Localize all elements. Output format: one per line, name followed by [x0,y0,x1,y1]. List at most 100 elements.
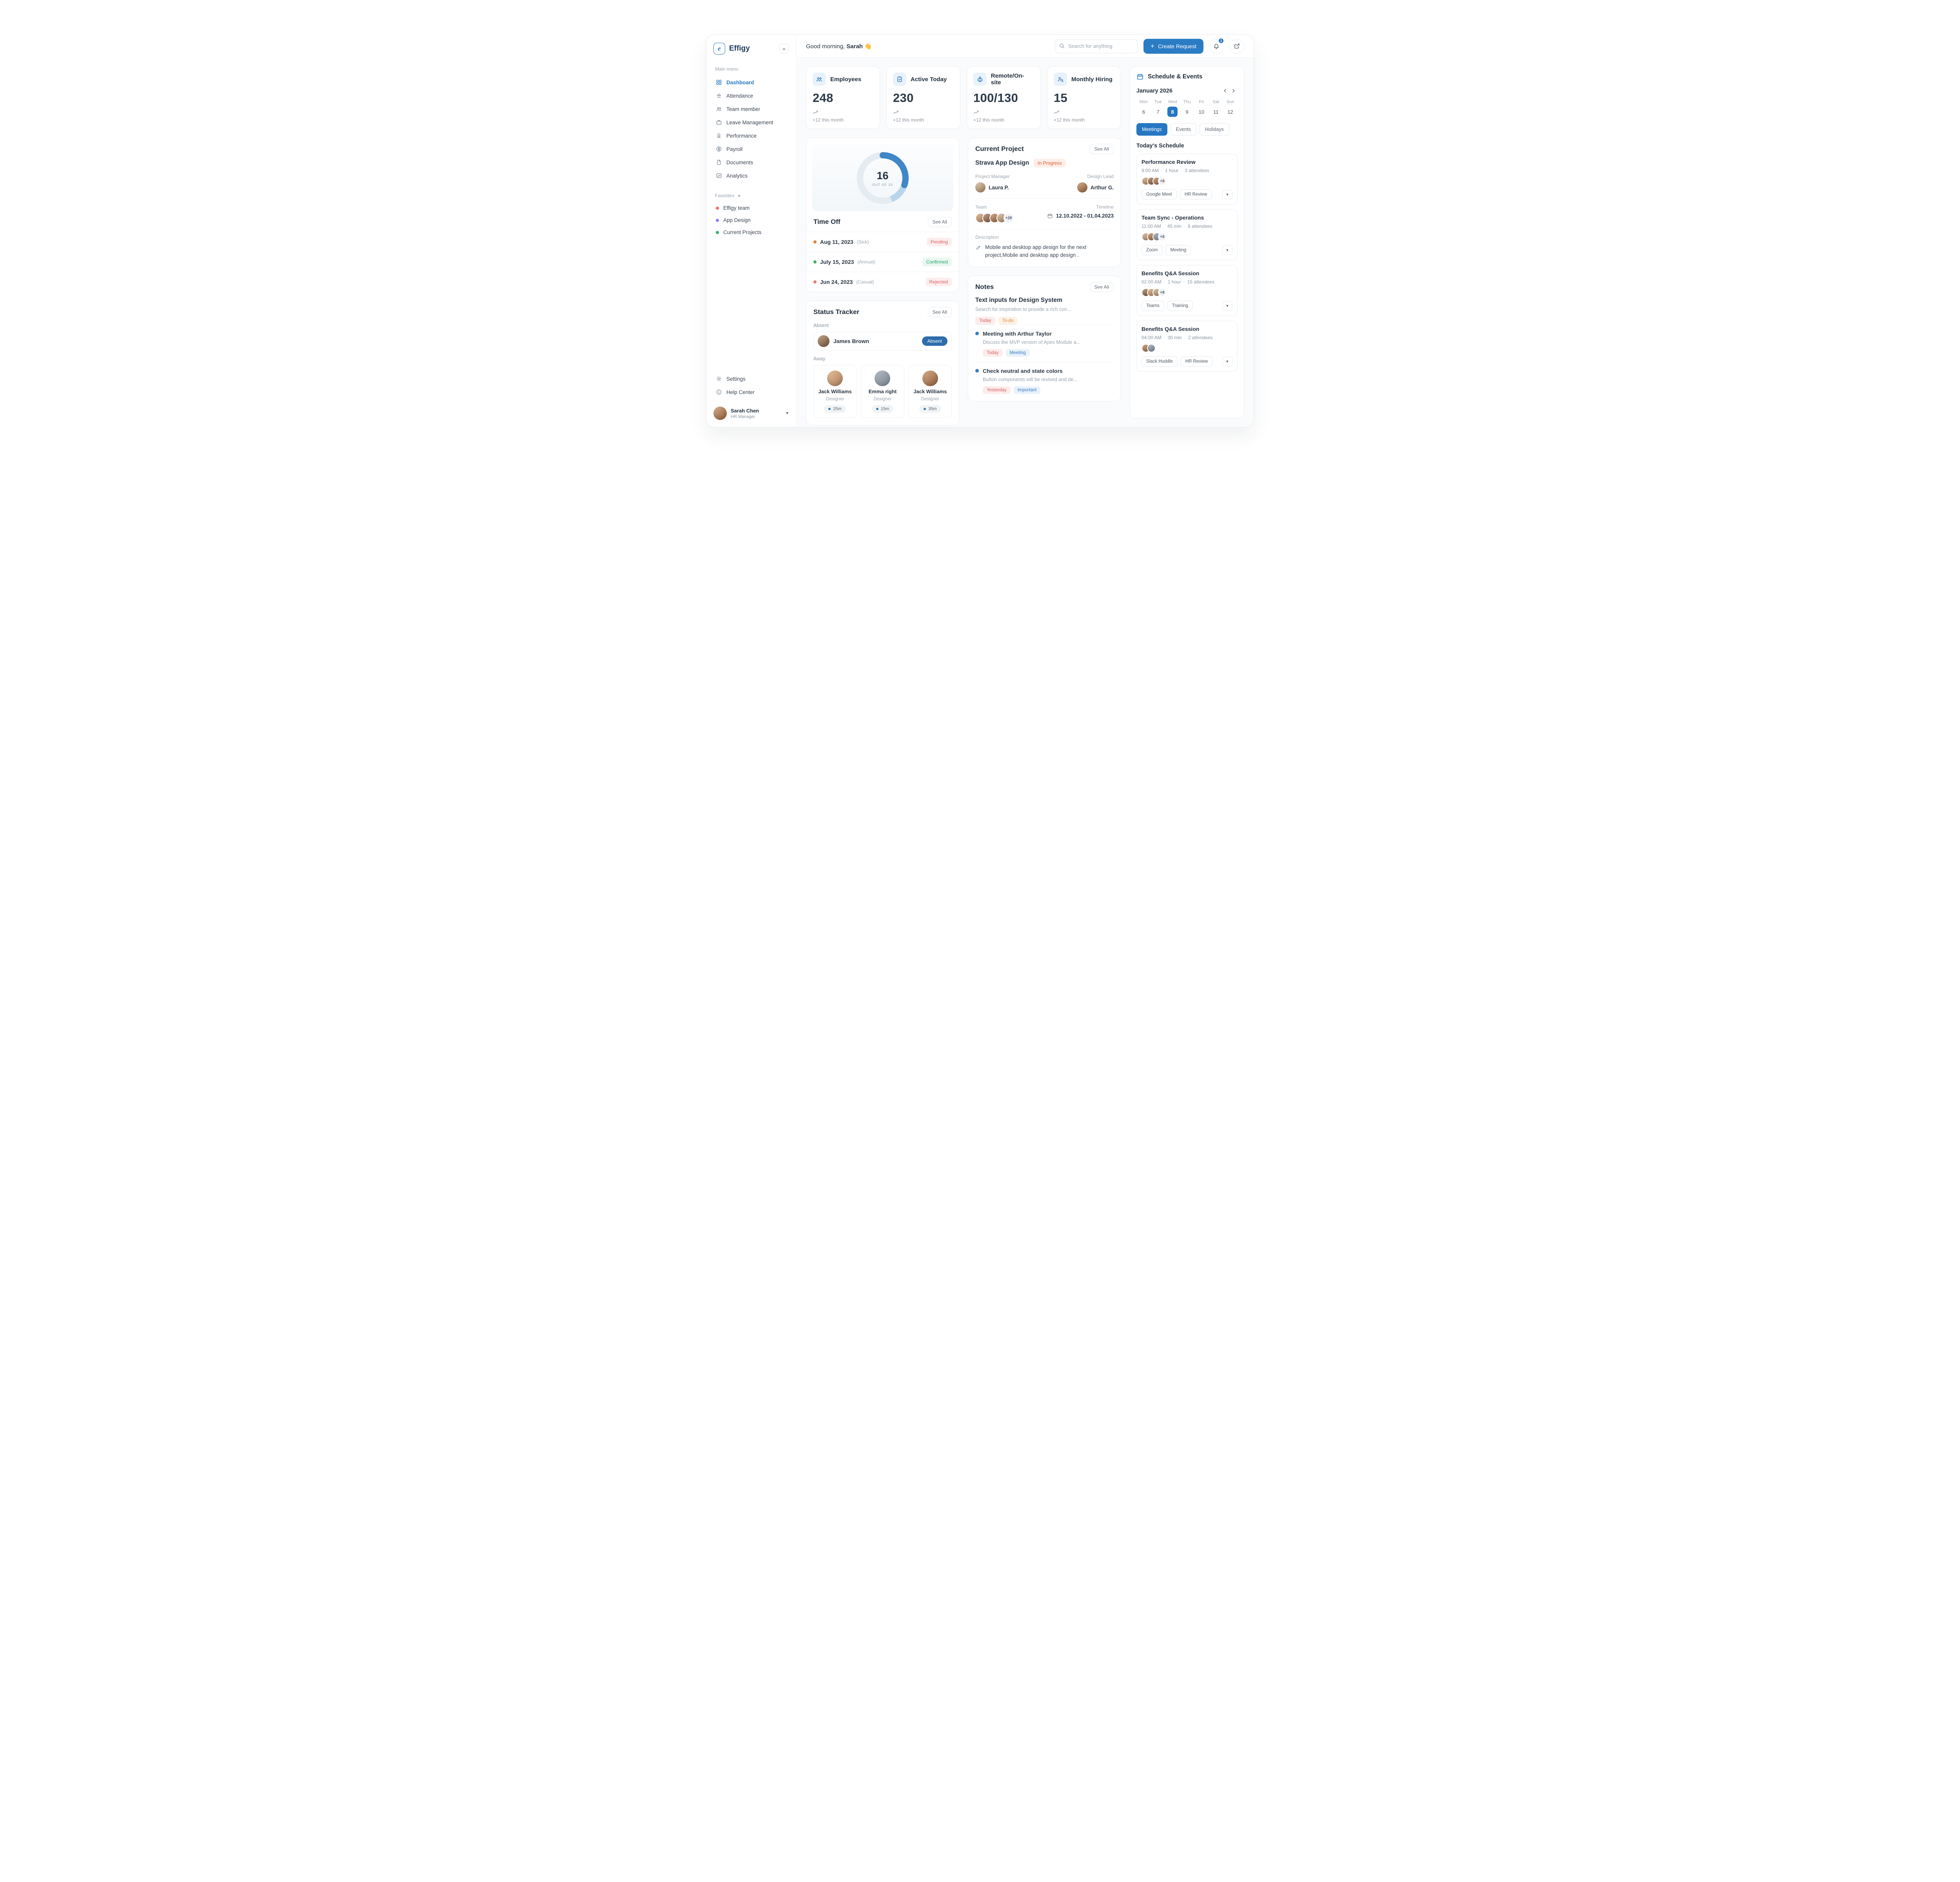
sidebar-item-help-center[interactable]: Help Center [713,385,789,399]
sidebar-item-payroll[interactable]: Payroll [713,142,789,156]
away-time-badge: 25m [824,405,846,413]
event-card[interactable]: Benefits Q&A Session 04:00 AM 30 min 2 a… [1136,321,1238,372]
sidebar-collapse-button[interactable]: « [779,44,789,54]
sidebar-item-performance[interactable]: Performance [713,129,789,142]
note-description: Button components will be revised and de… [983,376,1078,382]
stats-row: Employees 248 +12 this month Active Toda… [806,66,1121,129]
current-project-see-all-button[interactable]: See All [1089,144,1114,154]
search-input[interactable] [1055,39,1138,53]
team-more-badge: +28 [1004,213,1014,223]
favorite-dot-icon [716,206,719,210]
design-lead-block: Design Lead Arthur G. [1077,174,1114,193]
project-manager-block: Project Manager Laura P. [975,174,1010,193]
event-card[interactable]: Performance Review 9:00 AM 1 hour 3 atte… [1136,154,1238,205]
attendee-avatar [1147,344,1156,352]
note-item[interactable]: Meeting with Arthur Taylor Discuss the M… [975,324,1114,362]
favorite-effigy-team[interactable]: Effigy team [713,202,789,214]
event-tag-button[interactable]: Training [1167,301,1193,311]
absent-person-row[interactable]: James Brown Absent [813,332,952,351]
info-icon [716,389,722,395]
notifications-button[interactable]: 1 [1209,37,1224,54]
sidebar-item-label: Leave Management [726,119,773,125]
sidebar-item-label: Analytics [726,173,748,179]
payroll-icon [716,146,722,152]
calendar-date[interactable]: 7 [1156,109,1160,115]
create-request-button[interactable]: + Create Request [1143,38,1203,54]
person-avatar [875,371,891,386]
sidebar-item-team-member[interactable]: Team member [713,102,789,116]
calendar-date[interactable]: 9 [1185,109,1189,115]
stat-value: 230 [893,91,914,105]
sidebar-item-leave-management[interactable]: Leave Management [713,116,789,129]
user-role: HR Manager [731,414,755,419]
event-duration: 30 min [1167,335,1182,340]
status-tracker-see-all-button[interactable]: See All [927,307,952,317]
tab-holidays[interactable]: Holidays [1199,123,1229,136]
share-button[interactable] [1229,38,1244,54]
absent-badge: Absent [922,336,947,346]
note-item[interactable]: Check neutral and state colors Button co… [975,362,1114,395]
event-card[interactable]: Benefits Q&A Session 02:00 AM 1 hour 15 … [1136,265,1238,316]
cards-column-left: 16 OUT OF 20 Time Off See All [806,138,959,425]
calendar-date[interactable]: 12 [1227,109,1233,115]
away-person-card[interactable]: Jack Williams Designer 35m [908,365,952,418]
event-time: 9:00 AM [1142,168,1159,173]
dates-row: 6 7 8 9 10 11 12 [1136,107,1238,117]
sidebar-item-analytics[interactable]: Analytics [713,169,789,182]
note-title: Meeting with Arthur Taylor [983,330,1052,337]
tab-meetings[interactable]: Meetings [1136,123,1167,136]
remote-onsite-icon [973,73,987,86]
notes-see-all-button[interactable]: See All [1089,282,1114,292]
event-title: Performance Review [1142,159,1196,165]
time-off-row[interactable]: Jun 24, 2023 (Casual) Rejected [806,272,959,292]
current-project-card: Current Project See All Strava App Desig… [968,138,1121,267]
event-options-dropdown[interactable]: ▼ [1222,245,1232,255]
sidebar-item-settings[interactable]: Settings [713,372,789,385]
calendar-icon [1136,73,1144,80]
status-badge: Pending [926,238,952,246]
sidebar-item-documents[interactable]: Documents [713,156,789,169]
time-off-row[interactable]: Aug 11, 2023 (Sick) Pending [806,232,959,252]
stat-delta: +12 this month [813,117,844,123]
time-off-row[interactable]: July 15, 2023 (Annual) Confirmed [806,252,959,272]
event-link-button[interactable]: Teams [1142,301,1164,311]
time-off-see-all-button[interactable]: See All [927,217,952,227]
absent-section-label: Absent [813,323,829,328]
away-person-card[interactable]: Emma right Designer 15m [861,365,904,418]
event-link-button[interactable]: Google Meet [1142,189,1177,200]
calendar-date[interactable]: 11 [1213,109,1219,115]
event-options-dropdown[interactable]: ▼ [1222,301,1232,311]
note-tag: To-do [998,316,1018,325]
event-card[interactable]: Team Sync - Operations 11:00 AM 45 min 8… [1136,209,1238,260]
away-person-card[interactable]: Jack Williams Designer 25m [813,365,857,418]
favorite-dot-icon [716,231,719,234]
sidebar-item-attendance[interactable]: Attendance [713,89,789,102]
project-manager-label: Project Manager [975,174,1010,179]
event-tag-button[interactable]: Meeting [1165,245,1191,255]
event-link-button[interactable]: Slack Huddle [1142,356,1178,367]
note-tag: Important [1013,386,1041,394]
favorite-app-design[interactable]: App Design [713,214,789,226]
project-name: Strava App Design [975,160,1029,166]
calendar-date[interactable]: 10 [1198,109,1205,115]
notes-headline: Text inputs for Design System [975,296,1062,303]
event-options-dropdown[interactable]: ▼ [1222,357,1232,366]
event-tag-button[interactable]: HR Review [1180,189,1212,200]
add-favorite-icon[interactable]: + [737,193,741,199]
event-tag-button[interactable]: HR Review [1180,356,1213,367]
calendar-date-selected[interactable]: 8 [1167,107,1178,117]
sidebar-item-label: Team member [726,106,760,112]
tab-events[interactable]: Events [1170,123,1196,136]
next-month-button[interactable] [1229,87,1238,95]
event-options-dropdown[interactable]: ▼ [1222,190,1232,199]
event-time: 02:00 AM [1142,279,1161,285]
attendees-more-badge: +8 [1158,288,1167,297]
event-link-button[interactable]: Zoom [1142,245,1163,255]
prev-month-button[interactable] [1221,87,1229,95]
calendar-date[interactable]: 6 [1142,109,1145,115]
user-info: Sarah Chen HR Manager [731,408,759,419]
user-menu[interactable]: Sarah Chen HR Manager ▼ [713,404,789,420]
favorite-current-projects[interactable]: Current Projects [713,226,789,238]
favorites-label: Favorites [715,193,735,198]
sidebar-item-dashboard[interactable]: Dashboard [713,76,789,89]
